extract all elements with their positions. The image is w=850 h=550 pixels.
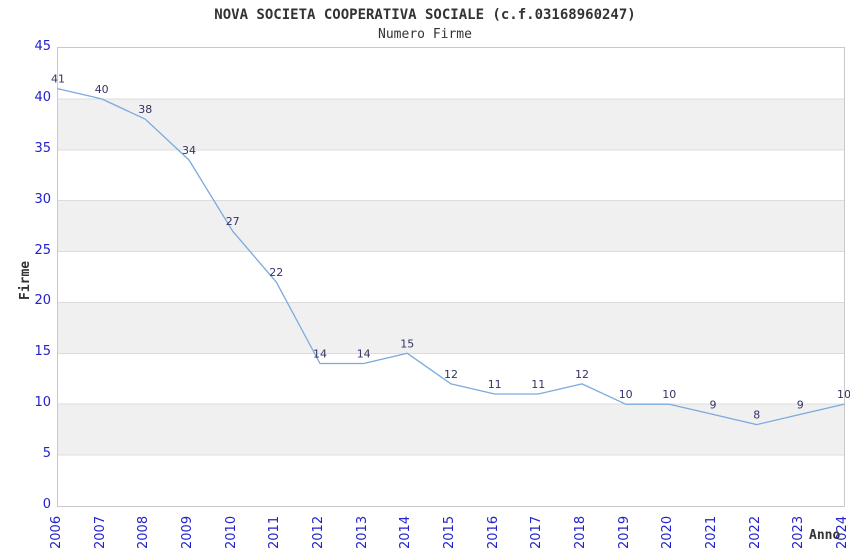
value-label: 40 [95, 83, 109, 96]
value-label: 12 [444, 368, 458, 381]
x-tick-label: 2011 [267, 515, 283, 549]
x-tick-label: 2015 [442, 515, 457, 549]
x-tick-label: 2012 [311, 515, 326, 549]
y-tick-label: 5 [42, 446, 51, 462]
value-label: 14 [313, 348, 327, 361]
value-label: 8 [753, 409, 760, 422]
value-label: 9 [797, 398, 804, 411]
grid-band [58, 200, 844, 252]
y-tick-label: 10 [34, 395, 51, 411]
x-tick-label: 2023 [791, 515, 807, 549]
x-tick-label: 2010 [223, 515, 239, 549]
x-tick-label: 2009 [180, 515, 195, 549]
grid-band [58, 98, 844, 150]
y-tick-label: 25 [34, 242, 51, 258]
plot-area: 41 40 38 34 27 22 14 14 15 12 11 11 12 10 10 9 8 9 10 [51, 47, 850, 507]
value-label: 41 [51, 73, 65, 86]
y-tick-label: 20 [34, 293, 51, 309]
y-tick-label: 15 [34, 344, 51, 360]
x-tick-label: 2022 [747, 515, 763, 549]
y-tick-label: 0 [42, 497, 51, 512]
x-axis-title: Anno [809, 528, 841, 543]
value-label: 15 [400, 337, 414, 350]
y-tick-label: 40 [34, 89, 51, 105]
data-line [57, 88, 845, 426]
chart-title: NOVA SOCIETA COOPERATIVA SOCIALE (c.f.03… [214, 7, 636, 23]
value-label: 14 [357, 348, 371, 361]
x-tick-label: 2014 [398, 515, 414, 549]
x-tick-label: 2007 [92, 515, 108, 549]
chart-subtitle: Numero Firme [378, 27, 472, 42]
y-tick-label: 35 [34, 140, 51, 156]
y-tick-label: 30 [34, 191, 51, 207]
x-tick-label: 2008 [136, 515, 152, 549]
value-label: 11 [488, 378, 502, 391]
value-label: 10 [619, 388, 633, 401]
value-label: 34 [182, 144, 196, 157]
x-tick-label: 2006 [49, 515, 64, 549]
value-label: 38 [138, 103, 152, 116]
x-tick-label: 2019 [616, 515, 632, 549]
line-chart-svg: 41 40 38 34 27 22 14 14 15 12 11 11 12 10 10 9 8 9 10 [51, 73, 850, 456]
x-tick-label: 2021 [704, 515, 719, 549]
value-label: 10 [662, 388, 676, 401]
grid-band [58, 302, 844, 354]
x-tick-label: 2018 [573, 515, 588, 549]
x-tick-label: 2020 [660, 515, 676, 549]
value-label: 12 [575, 368, 589, 381]
y-tick-label: 45 [34, 39, 51, 54]
grid-band [58, 404, 844, 456]
x-tick-label: 2013 [354, 515, 370, 549]
value-label: 27 [226, 215, 240, 228]
x-tick-label: 2017 [529, 515, 545, 549]
value-label: 9 [710, 398, 717, 411]
value-label: 10 [837, 388, 850, 401]
value-label: 22 [269, 266, 283, 279]
value-label: 11 [531, 378, 545, 391]
x-tick-label: 2016 [485, 515, 501, 549]
